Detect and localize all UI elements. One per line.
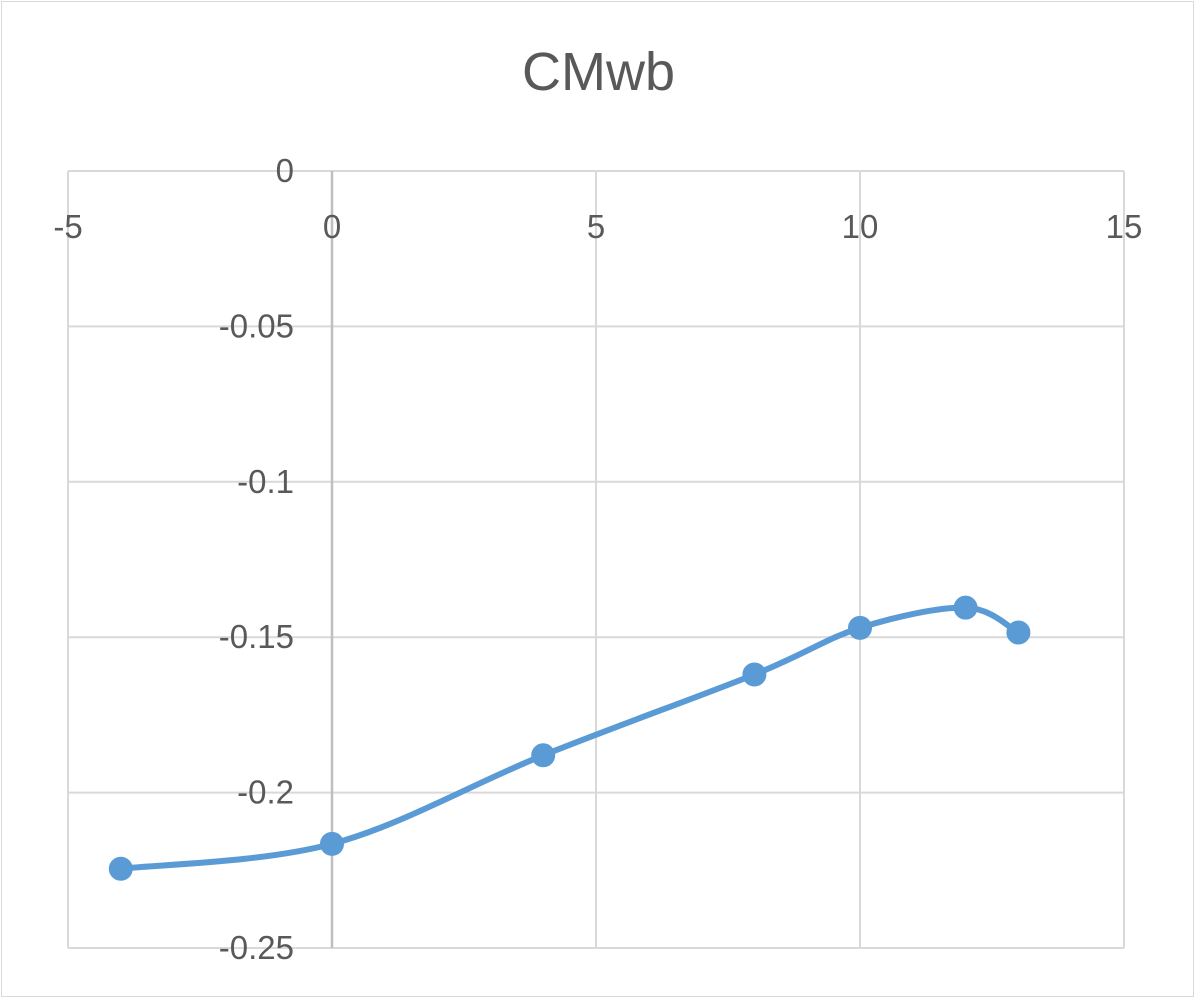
x-tick-label: 5 (587, 208, 605, 245)
y-tick-labels: 0 -0.05 -0.1 -0.15 -0.2 -0.25 (219, 152, 294, 966)
y-tick-label: -0.1 (237, 463, 294, 500)
data-point (320, 831, 344, 856)
gridlines (67, 170, 1125, 949)
series-line (117, 604, 1022, 872)
y-tick-label: -0.25 (219, 929, 294, 966)
series (108, 595, 1031, 881)
y-tick-label: -0.2 (237, 774, 294, 811)
y-tick-label: -0.15 (219, 618, 294, 655)
x-tick-label: 0 (323, 208, 341, 245)
y-tick-label: 0 (276, 152, 294, 189)
data-point (848, 615, 872, 640)
y-tick-label: -0.05 (219, 307, 294, 344)
x-tick-label: 10 (842, 208, 879, 245)
data-point (953, 595, 978, 620)
x-tick-label: -5 (53, 208, 82, 245)
data-point (108, 856, 133, 881)
data-point (742, 662, 767, 687)
data-point (1006, 620, 1031, 645)
data-point (531, 743, 556, 768)
x-tick-labels: -5 0 5 10 15 (53, 208, 1142, 245)
chart-title: CMwb (521, 42, 675, 102)
x-tick-label: 15 (1106, 208, 1143, 245)
